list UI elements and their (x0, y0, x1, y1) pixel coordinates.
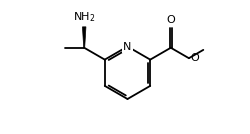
Text: O: O (166, 15, 175, 25)
Text: N: N (123, 42, 132, 51)
Text: O: O (190, 53, 199, 63)
Polygon shape (82, 27, 86, 48)
Text: NH$_2$: NH$_2$ (73, 10, 96, 24)
